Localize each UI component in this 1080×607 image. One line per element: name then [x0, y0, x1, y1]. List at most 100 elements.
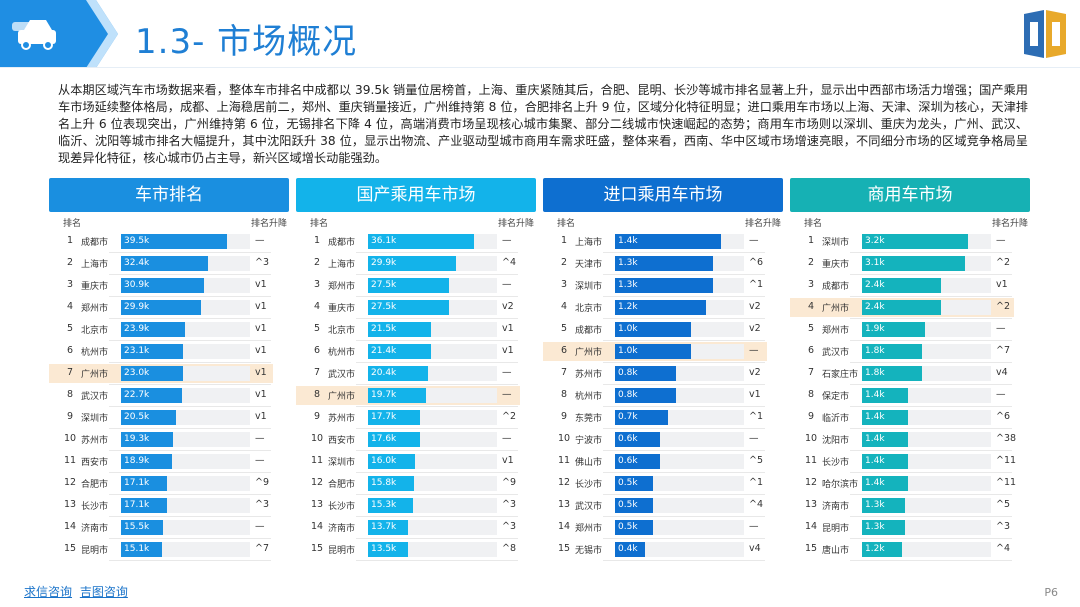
value-bar: 29.9k [121, 300, 201, 315]
rank-change: ^5 [749, 455, 764, 466]
value-label: 15.1k [124, 544, 150, 554]
value-label: 0.7k [618, 412, 638, 422]
list-item: 4 郑州市 29.9k v1 [49, 298, 289, 319]
bar-track: 15.5k [121, 520, 250, 535]
value-label: 1.3k [865, 522, 885, 532]
city-name: 哈尔滨市 [822, 480, 859, 490]
rank-change: v1 [255, 345, 267, 356]
list-item: 7 广州市 23.0k v1 [49, 364, 289, 385]
value-label: 1.4k [865, 390, 885, 400]
row-divider [356, 538, 518, 539]
rank-change: v1 [502, 345, 514, 356]
city-name: 长沙市 [328, 502, 356, 512]
list-item: 4 广州市 2.4k ^2 [790, 298, 1030, 319]
list-item: 9 深圳市 20.5k v1 [49, 408, 289, 429]
value-bar: 18.9k [121, 454, 172, 469]
rank-change: v2 [502, 301, 514, 312]
value-label: 1.2k [865, 544, 885, 554]
city-name: 济南市 [328, 524, 356, 534]
city-name: 合肥市 [81, 480, 109, 490]
rank-change: — [502, 433, 512, 444]
bar-track: 1.9k [862, 322, 991, 337]
rank-change: v1 [996, 279, 1008, 290]
rank-change: v1 [255, 323, 267, 334]
city-name: 无锡市 [575, 546, 603, 556]
value-label: 17.7k [371, 412, 397, 422]
list-item: 10 宁波市 0.6k — [543, 430, 783, 451]
value-label: 1.0k [618, 346, 638, 356]
bar-track: 1.0k [615, 344, 744, 359]
rank-change: — [255, 521, 265, 532]
value-bar: 3.1k [862, 256, 965, 271]
value-bar: 1.4k [862, 432, 908, 447]
rank-number: 8 [807, 389, 815, 400]
city-name: 广州市 [81, 370, 109, 380]
city-name: 重庆市 [328, 304, 356, 314]
city-name: 长沙市 [81, 502, 109, 512]
row-divider [109, 384, 271, 385]
list-item: 2 上海市 32.4k ^3 [49, 254, 289, 275]
rank-number: 2 [807, 257, 815, 268]
list-item: 9 临沂市 1.4k ^6 [790, 408, 1030, 429]
value-bar: 2.4k [862, 278, 941, 293]
value-label: 27.5k [371, 302, 397, 312]
rank-number: 3 [560, 279, 568, 290]
list-item: 8 杭州市 0.8k v1 [543, 386, 783, 407]
intro-paragraph: 从本期区域汽车市场数据来看，整体车市排名中成都以 39.5k 销量位居榜首，上海… [58, 83, 1028, 165]
city-name: 济南市 [81, 524, 109, 534]
rank-change: — [996, 389, 1006, 400]
list-item: 11 西安市 18.9k — [49, 452, 289, 473]
value-label: 13.5k [371, 544, 397, 554]
bar-track: 1.3k [862, 520, 991, 535]
city-name: 长沙市 [822, 458, 850, 468]
city-name: 武汉市 [328, 370, 356, 380]
city-name: 石家庄市 [822, 370, 859, 380]
city-name: 上海市 [81, 260, 109, 270]
value-label: 0.5k [618, 522, 638, 532]
value-label: 2.4k [865, 302, 885, 312]
bar-track: 0.8k [615, 366, 744, 381]
city-name: 深圳市 [328, 458, 356, 468]
value-label: 0.5k [618, 478, 638, 488]
list-item: 13 长沙市 15.3k ^3 [296, 496, 536, 517]
rank-change: v1 [255, 279, 267, 290]
bar-track: 15.3k [368, 498, 497, 513]
value-label: 1.2k [618, 302, 638, 312]
rank-number: 13 [310, 499, 324, 510]
bar-track: 3.2k [862, 234, 991, 249]
change-column-label: 排名升降 [250, 219, 287, 229]
list-item: 5 郑州市 1.9k — [790, 320, 1030, 341]
rank-change: ^4 [996, 543, 1011, 554]
value-label: 3.2k [865, 236, 885, 246]
rank-number: 2 [560, 257, 568, 268]
row-divider [850, 296, 1012, 297]
value-label: 0.8k [618, 368, 638, 378]
row-divider [109, 472, 271, 473]
rank-number: 4 [807, 301, 815, 312]
bar-track: 0.5k [615, 476, 744, 491]
value-label: 16.0k [371, 456, 397, 466]
row-divider [603, 472, 765, 473]
rank-change: ^4 [502, 257, 517, 268]
value-label: 1.4k [865, 412, 885, 422]
rank-change: — [502, 367, 512, 378]
rank-number: 6 [66, 345, 74, 356]
list-item: 9 东莞市 0.7k ^1 [543, 408, 783, 429]
value-bar: 19.7k [368, 388, 426, 403]
footer-link-jitu[interactable]: 吉图咨询 [79, 585, 128, 599]
rank-number: 7 [313, 367, 321, 378]
value-bar: 1.3k [615, 278, 713, 293]
row-divider [109, 274, 271, 275]
value-label: 22.7k [124, 390, 150, 400]
footer-link-qiuxin[interactable]: 求信咨询 [24, 585, 73, 599]
rank-change: ^7 [255, 543, 270, 554]
value-bar: 1.0k [615, 322, 691, 337]
value-bar: 1.8k [862, 366, 922, 381]
value-label: 2.4k [865, 280, 885, 290]
list-item: 12 长沙市 0.5k ^1 [543, 474, 783, 495]
list-item: 3 成都市 2.4k v1 [790, 276, 1030, 297]
row-divider [109, 340, 271, 341]
rank-change: v1 [749, 389, 761, 400]
rank-number: 12 [557, 477, 571, 488]
bar-track: 1.4k [862, 454, 991, 469]
